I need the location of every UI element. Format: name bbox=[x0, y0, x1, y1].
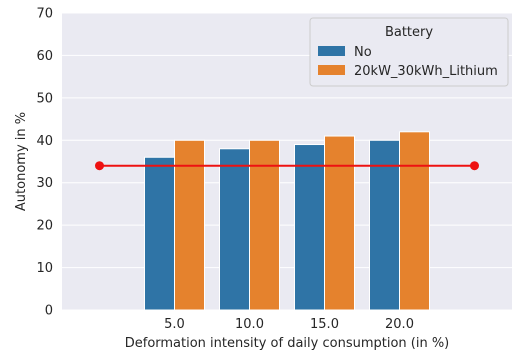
y-tick-label: 30 bbox=[36, 176, 53, 191]
y-tick-label: 40 bbox=[36, 134, 53, 149]
bar-20kw-30kwh-lithium-20.0 bbox=[399, 131, 430, 311]
bar-20kw-30kwh-lithium-10.0 bbox=[249, 139, 280, 311]
x-tick-label: 10.0 bbox=[235, 317, 264, 332]
bar-no-10.0 bbox=[219, 148, 250, 311]
bar-no-15.0 bbox=[294, 144, 325, 311]
bar-20kw-30kwh-lithium-5.0 bbox=[174, 139, 205, 311]
legend-swatch bbox=[318, 46, 345, 56]
legend: Battery No 20kW_30kWh_Lithium bbox=[309, 17, 509, 87]
legend-items: No 20kW_30kWh_Lithium bbox=[318, 45, 498, 79]
y-tick-label: 70 bbox=[36, 7, 53, 22]
x-tick-label: 15.0 bbox=[310, 317, 339, 332]
reference-point-end bbox=[470, 161, 479, 171]
x-axis-label: Deformation intensity of daily consumpti… bbox=[125, 336, 450, 351]
y-tick-label: 20 bbox=[36, 219, 53, 234]
legend-title: Battery bbox=[385, 25, 433, 40]
reference-point-start bbox=[95, 161, 104, 171]
legend-label: No bbox=[354, 45, 372, 60]
y-tick-label: 60 bbox=[36, 49, 53, 64]
y-axis-ticks: 0 10 20 30 40 50 60 70 bbox=[36, 7, 53, 319]
legend-label: 20kW_30kWh_Lithium bbox=[354, 64, 498, 79]
bars-group bbox=[144, 131, 430, 311]
y-tick-label: 0 bbox=[45, 304, 53, 319]
bar-no-20.0 bbox=[369, 139, 400, 311]
x-axis-ticks: 5.0 10.0 15.0 20.0 bbox=[164, 317, 414, 332]
y-axis-label: Autonomy in % bbox=[14, 112, 29, 211]
legend-box bbox=[309, 17, 509, 87]
x-tick-label: 20.0 bbox=[385, 317, 414, 332]
bar-20kw-30kwh-lithium-15.0 bbox=[324, 135, 355, 311]
x-tick-label: 5.0 bbox=[164, 317, 185, 332]
reference-line-group bbox=[95, 161, 479, 171]
legend-swatch bbox=[318, 65, 345, 75]
y-tick-label: 10 bbox=[36, 261, 53, 276]
bar-no-5.0 bbox=[144, 156, 175, 311]
y-tick-label: 50 bbox=[36, 91, 53, 106]
